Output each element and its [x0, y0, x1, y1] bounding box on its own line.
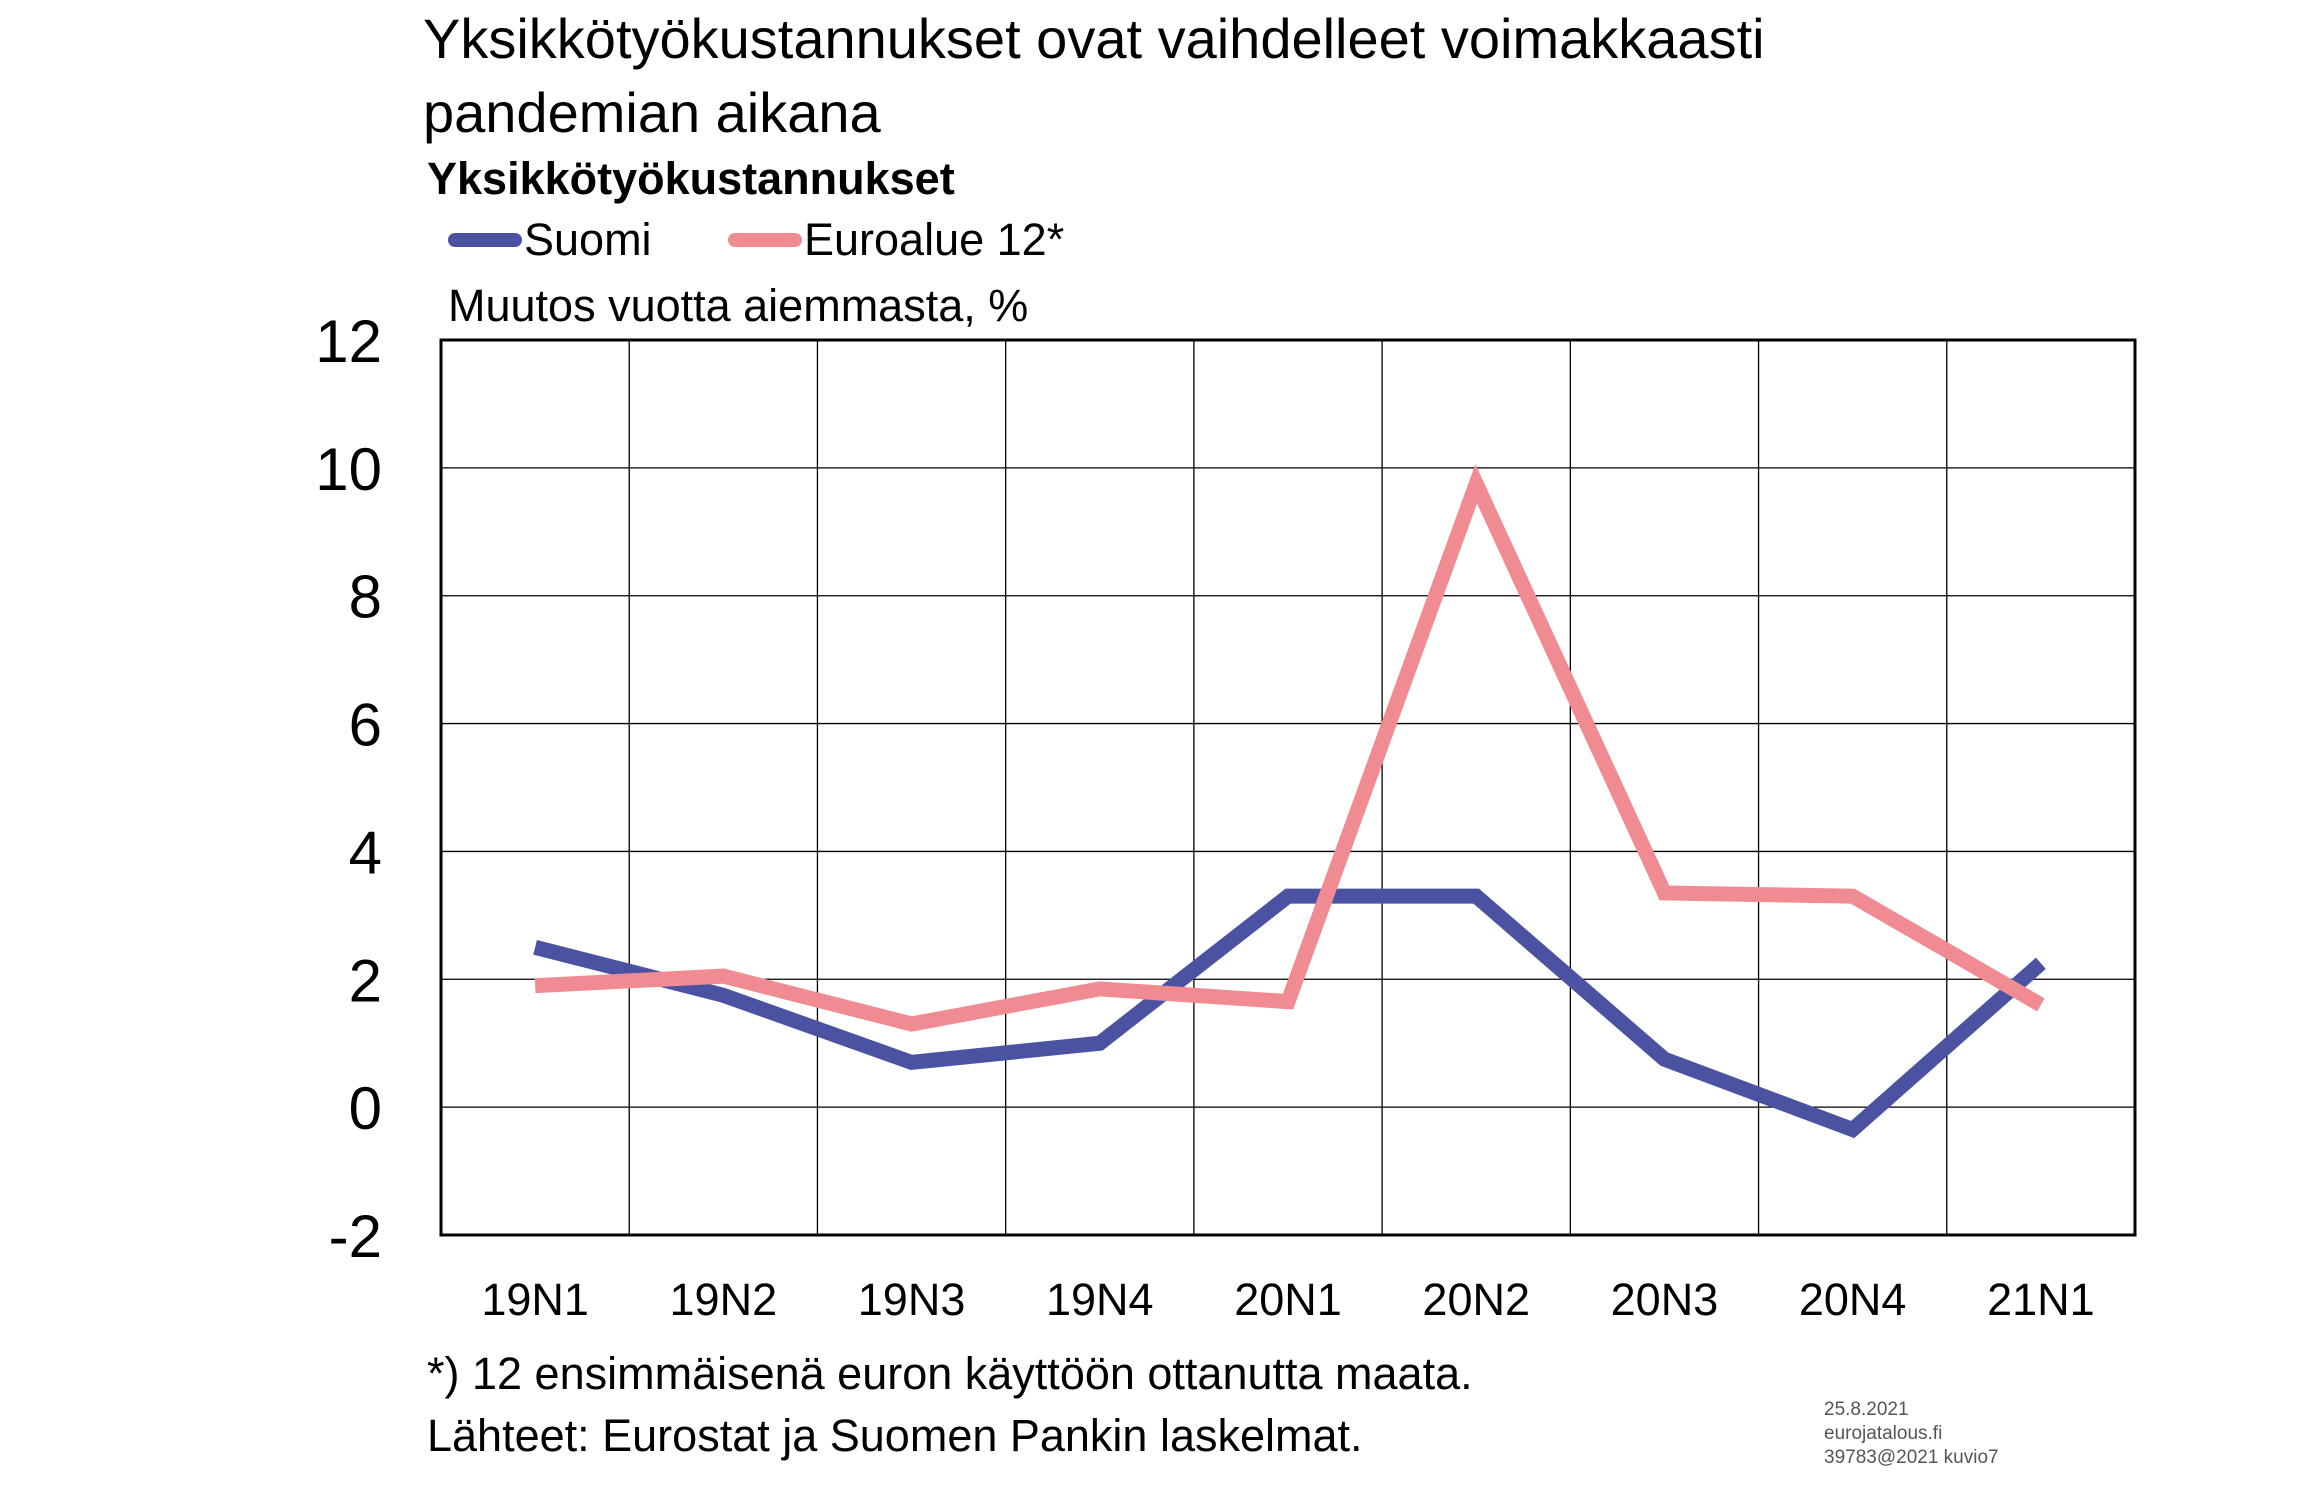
chart-subtitle: Yksikkötyökustannukset [427, 153, 955, 204]
y-tick-label: 12 [315, 308, 382, 375]
x-tick-label: 19N3 [858, 1274, 966, 1325]
x-tick-label: 20N3 [1611, 1274, 1719, 1325]
series-line-suomi [533, 888, 2046, 1139]
legend-label-suomi: Suomi [524, 214, 652, 265]
series-line-euroalue [534, 464, 2045, 1032]
y-tick-label: 10 [315, 436, 382, 503]
x-axis-ticks: 19N1 19N2 19N3 19N4 20N1 20N2 20N3 20N4 21N1 [481, 1274, 2094, 1325]
legend-item-euroalue: Euroalue 12* [728, 212, 1064, 268]
plot-frame [439, 338, 2137, 1237]
legend-swatch-suomi [448, 233, 522, 247]
chart-title-line-2: pandemian aikana [423, 81, 881, 144]
footnote-sources: Lähteet: Eurostat ja Suomen Pankin laske… [427, 1410, 1363, 1461]
chart-title: Yksikkötyökustannukset ovat vaihdelleet … [423, 2, 1765, 150]
credit-site: eurojatalous.fi [1824, 1423, 1943, 1444]
credit-date: 25.8.2021 [1824, 1399, 1909, 1420]
footnote-countries: *) 12 ensimmäisenä euron käyttöön ottanu… [427, 1348, 1473, 1399]
legend-swatch-euroalue [728, 233, 802, 247]
y-tick-label: 2 [349, 947, 382, 1014]
x-tick-label: 20N4 [1799, 1274, 1907, 1325]
y-tick-label: -2 [329, 1203, 382, 1270]
x-tick-label: 19N4 [1046, 1274, 1154, 1325]
y-tick-label: 8 [349, 564, 382, 631]
y-tick-label: 6 [349, 692, 382, 759]
x-tick-label: 21N1 [1987, 1274, 2095, 1325]
legend-label-euroalue: Euroalue 12* [804, 214, 1065, 265]
y-axis-ticks: -2 0 2 4 6 8 10 12 [315, 308, 382, 1270]
y-tick-label: 4 [349, 819, 382, 886]
y-axis-unit-label: Muutos vuotta aiemmasta, % [448, 280, 1029, 331]
credit-id: 39783@2021 kuvio7 [1824, 1447, 1999, 1468]
x-tick-label: 19N1 [481, 1274, 589, 1325]
chart-title-line-1: Yksikkötyökustannukset ovat vaihdelleet … [423, 7, 1765, 70]
x-tick-label: 20N2 [1422, 1274, 1530, 1325]
legend-item-suomi: Suomi [448, 212, 652, 268]
x-tick-label: 20N1 [1234, 1274, 1342, 1325]
x-tick-label: 19N2 [670, 1274, 778, 1325]
series-lines [533, 464, 2046, 1139]
grid-lines [441, 340, 2135, 1235]
y-tick-label: 0 [349, 1075, 382, 1142]
